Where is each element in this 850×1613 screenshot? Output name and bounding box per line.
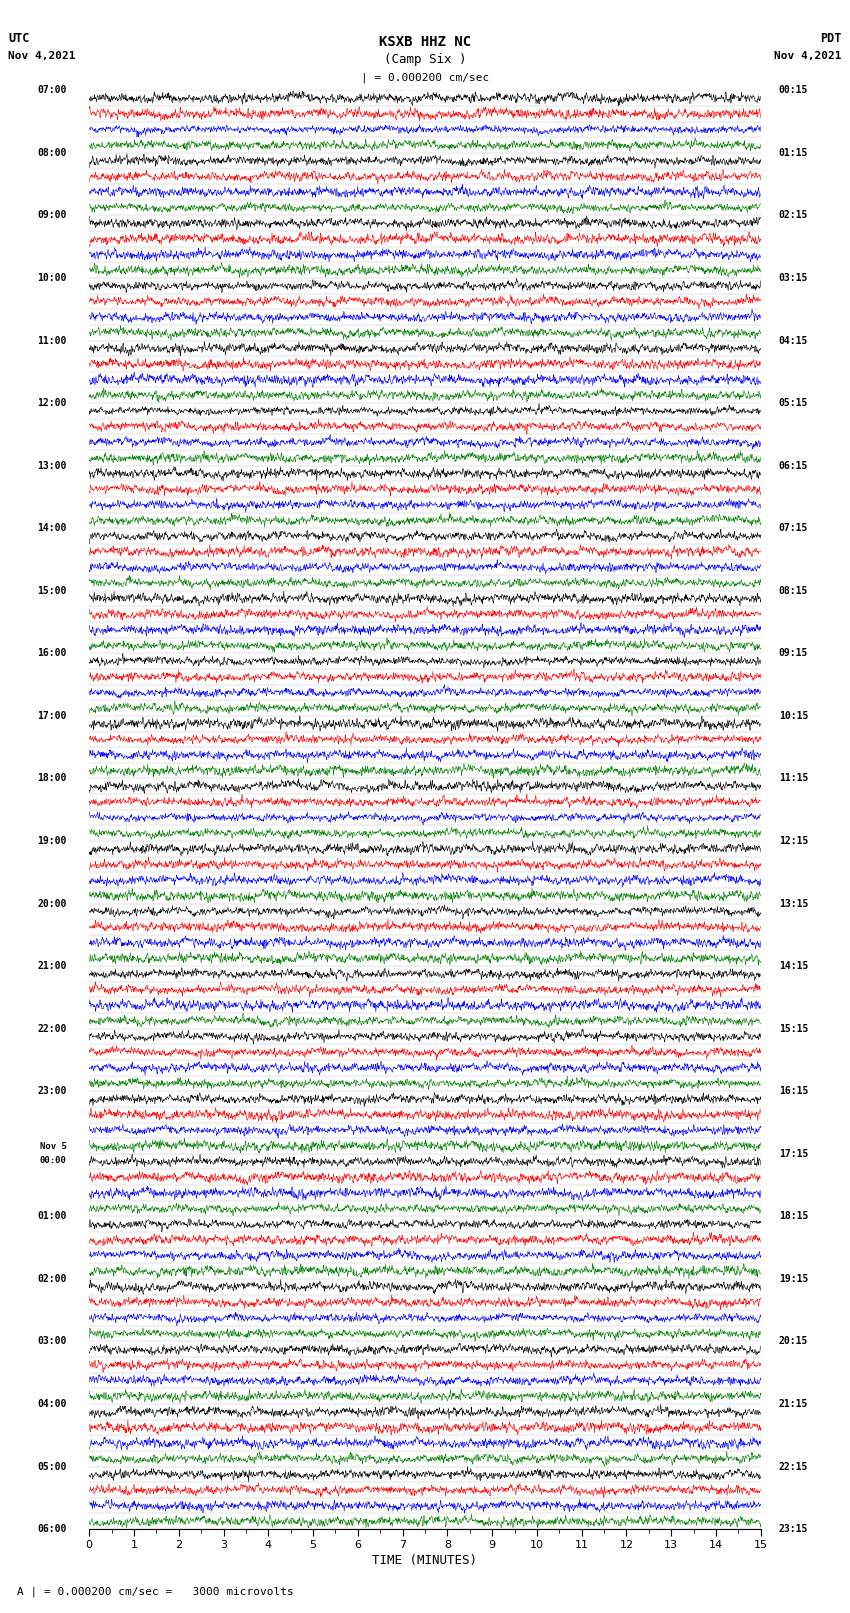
Text: 15:15: 15:15 (779, 1024, 808, 1034)
Text: 10:15: 10:15 (779, 711, 808, 721)
Text: 03:00: 03:00 (37, 1337, 67, 1347)
Text: 07:15: 07:15 (779, 523, 808, 534)
Text: 17:00: 17:00 (37, 711, 67, 721)
Text: 12:15: 12:15 (779, 836, 808, 845)
Text: KSXB HHZ NC: KSXB HHZ NC (379, 35, 471, 48)
Text: PDT: PDT (820, 32, 842, 45)
Text: 22:15: 22:15 (779, 1461, 808, 1471)
Text: Nov 5: Nov 5 (40, 1142, 67, 1152)
Text: 20:00: 20:00 (37, 898, 67, 908)
Text: 08:00: 08:00 (37, 148, 67, 158)
Text: 23:00: 23:00 (37, 1086, 67, 1097)
Text: 05:00: 05:00 (37, 1461, 67, 1471)
Text: (Camp Six ): (Camp Six ) (383, 53, 467, 66)
Text: 06:15: 06:15 (779, 461, 808, 471)
Text: 00:15: 00:15 (779, 85, 808, 95)
Text: 20:15: 20:15 (779, 1337, 808, 1347)
Text: | = 0.000200 cm/sec: | = 0.000200 cm/sec (361, 73, 489, 82)
Text: 02:15: 02:15 (779, 210, 808, 221)
Text: 14:00: 14:00 (37, 523, 67, 534)
Text: 05:15: 05:15 (779, 398, 808, 408)
Text: 21:00: 21:00 (37, 961, 67, 971)
Text: 07:00: 07:00 (37, 85, 67, 95)
Text: 01:00: 01:00 (37, 1211, 67, 1221)
Text: 18:00: 18:00 (37, 774, 67, 784)
Text: Nov 4,2021: Nov 4,2021 (8, 52, 76, 61)
Text: 09:15: 09:15 (779, 648, 808, 658)
Text: 18:15: 18:15 (779, 1211, 808, 1221)
Text: 02:00: 02:00 (37, 1274, 67, 1284)
Text: 12:00: 12:00 (37, 398, 67, 408)
Text: Nov 4,2021: Nov 4,2021 (774, 52, 842, 61)
Text: 19:15: 19:15 (779, 1274, 808, 1284)
Text: 04:15: 04:15 (779, 336, 808, 345)
Text: 00:00: 00:00 (40, 1157, 67, 1165)
Text: 16:15: 16:15 (779, 1086, 808, 1097)
X-axis label: TIME (MINUTES): TIME (MINUTES) (372, 1555, 478, 1568)
Text: 09:00: 09:00 (37, 210, 67, 221)
Text: 10:00: 10:00 (37, 273, 67, 282)
Text: 13:15: 13:15 (779, 898, 808, 908)
Text: 11:00: 11:00 (37, 336, 67, 345)
Text: 08:15: 08:15 (779, 586, 808, 595)
Text: A | = 0.000200 cm/sec =   3000 microvolts: A | = 0.000200 cm/sec = 3000 microvolts (17, 1587, 294, 1597)
Text: 16:00: 16:00 (37, 648, 67, 658)
Text: 19:00: 19:00 (37, 836, 67, 845)
Text: 11:15: 11:15 (779, 774, 808, 784)
Text: 17:15: 17:15 (779, 1148, 808, 1158)
Text: 04:00: 04:00 (37, 1398, 67, 1410)
Text: 15:00: 15:00 (37, 586, 67, 595)
Text: 14:15: 14:15 (779, 961, 808, 971)
Text: 03:15: 03:15 (779, 273, 808, 282)
Text: 01:15: 01:15 (779, 148, 808, 158)
Text: 23:15: 23:15 (779, 1524, 808, 1534)
Text: 06:00: 06:00 (37, 1524, 67, 1534)
Text: 13:00: 13:00 (37, 461, 67, 471)
Text: UTC: UTC (8, 32, 30, 45)
Text: 22:00: 22:00 (37, 1024, 67, 1034)
Text: 21:15: 21:15 (779, 1398, 808, 1410)
